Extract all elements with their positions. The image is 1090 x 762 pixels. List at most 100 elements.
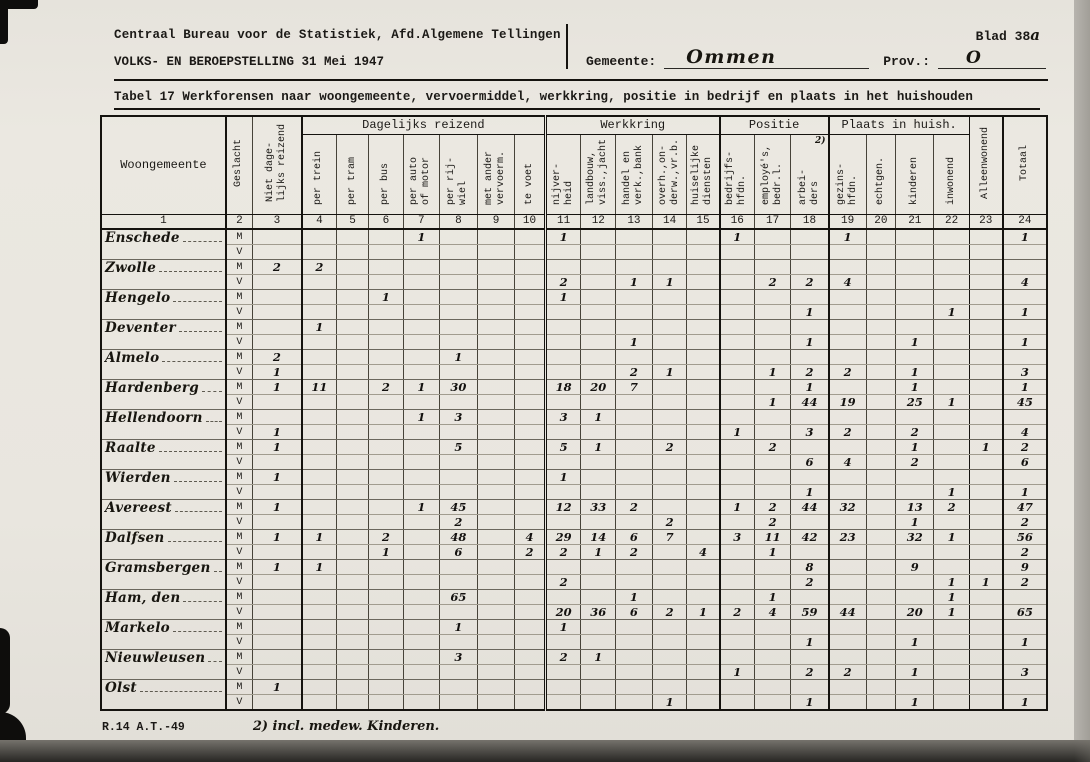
data-cell bbox=[790, 514, 829, 530]
column-number: 9 bbox=[476, 213, 515, 230]
data-cell bbox=[718, 514, 755, 530]
data-cell bbox=[790, 649, 829, 665]
data-cell bbox=[335, 424, 369, 440]
form-header: Centraal Bureau voor de Statistiek, Afd.… bbox=[114, 16, 1048, 81]
data-cell: 1 bbox=[895, 379, 934, 395]
column-number: 24 bbox=[1001, 213, 1047, 230]
data-cell bbox=[790, 409, 829, 425]
data-cell: 1 bbox=[402, 409, 440, 425]
data-cell bbox=[753, 409, 791, 425]
data-cell bbox=[686, 274, 720, 290]
data-cell: 2 bbox=[933, 499, 970, 515]
data-cell bbox=[933, 364, 970, 380]
data-cell bbox=[368, 319, 404, 335]
data-cell bbox=[686, 469, 720, 485]
table-row-male: Hellendoorn M 1 3 3 1 bbox=[100, 409, 1047, 440]
data-cell bbox=[686, 649, 720, 665]
data-cell bbox=[718, 484, 755, 500]
municipality-cell: Avereest bbox=[100, 499, 226, 530]
data-cell bbox=[580, 574, 616, 590]
data-cell bbox=[615, 394, 653, 410]
table-row-female: V 2 2 2 1 2 bbox=[101, 514, 1047, 530]
data-cell bbox=[580, 559, 616, 575]
data-cell bbox=[895, 544, 934, 560]
municipality-cell: Zwolle bbox=[100, 259, 226, 290]
data-cell bbox=[968, 544, 1003, 560]
sex-label-female: V bbox=[224, 364, 253, 380]
column-header-label: overh.,on- derw.,vr.b. bbox=[657, 139, 681, 206]
data-cell: 1 bbox=[251, 559, 302, 575]
data-cell bbox=[827, 334, 867, 350]
data-cell: 2 bbox=[439, 514, 478, 530]
data-cell bbox=[686, 229, 720, 245]
data-cell bbox=[251, 649, 302, 665]
data-cell bbox=[335, 589, 369, 605]
data-cell bbox=[651, 649, 687, 665]
data-cell bbox=[402, 634, 440, 650]
column-number: 18 bbox=[790, 213, 829, 230]
data-cell: 2 bbox=[1001, 544, 1047, 560]
data-cell bbox=[580, 304, 616, 320]
data-cell bbox=[753, 649, 791, 665]
municipality-name: Hengelo bbox=[105, 290, 171, 306]
data-cell bbox=[514, 469, 546, 485]
data-cell: 1 bbox=[1001, 379, 1047, 395]
column-number: 4 bbox=[300, 213, 337, 230]
column-header: landbouw, viss.,jacht bbox=[580, 134, 616, 215]
data-cell bbox=[933, 244, 970, 260]
data-cell bbox=[439, 394, 478, 410]
column-header-label: inwonend bbox=[945, 157, 957, 206]
data-cell bbox=[615, 259, 653, 275]
data-cell bbox=[543, 349, 581, 365]
data-cell: 8 bbox=[790, 559, 829, 575]
data-cell: 12 bbox=[543, 499, 581, 515]
column-header: employé's, bedr.l. bbox=[753, 134, 791, 215]
data-cell bbox=[335, 394, 369, 410]
data-cell bbox=[368, 229, 404, 245]
sex-label-female: V bbox=[224, 244, 253, 260]
data-cell bbox=[251, 304, 302, 320]
data-cell: 25 bbox=[895, 394, 934, 410]
data-cell bbox=[615, 649, 653, 665]
data-cell: 2 bbox=[651, 439, 687, 455]
data-cell bbox=[790, 259, 829, 275]
column-number: 5 bbox=[335, 213, 369, 230]
data-cell bbox=[514, 454, 546, 470]
data-cell bbox=[968, 289, 1003, 305]
data-cell: 1 bbox=[790, 379, 829, 395]
data-cell bbox=[933, 379, 970, 395]
column-header-label: arbei- ders bbox=[797, 169, 821, 206]
data-cell bbox=[300, 289, 337, 305]
data-cell bbox=[968, 409, 1003, 425]
sex-label-male: M bbox=[224, 289, 253, 305]
data-cell bbox=[543, 334, 581, 350]
data-cell: 1 bbox=[933, 574, 970, 590]
column-header-label: Alleenwonend bbox=[979, 127, 991, 200]
sex-label-female: V bbox=[224, 424, 253, 440]
data-cell bbox=[251, 694, 302, 711]
data-cell bbox=[402, 319, 440, 335]
data-cell: 1 bbox=[933, 304, 970, 320]
column-header-label: handel en verk.,bank bbox=[621, 145, 645, 206]
data-cell bbox=[580, 274, 616, 290]
data-cell bbox=[335, 559, 369, 575]
municipality-wrap: Zwolle bbox=[102, 260, 225, 276]
data-cell bbox=[251, 604, 302, 620]
footnote: 2) incl. medew. Kinderen. bbox=[252, 719, 440, 734]
data-cell bbox=[402, 394, 440, 410]
data-cell bbox=[368, 589, 404, 605]
data-cell bbox=[1001, 619, 1047, 635]
column-header: handel en verk.,bank bbox=[615, 134, 653, 215]
data-cell: 65 bbox=[439, 589, 478, 605]
data-cell bbox=[402, 664, 440, 680]
data-cell: 45 bbox=[439, 499, 478, 515]
column-number: 17 bbox=[753, 213, 791, 230]
data-cell bbox=[933, 259, 970, 275]
data-cell bbox=[543, 259, 581, 275]
data-cell bbox=[335, 694, 369, 711]
data-cell: 1 bbox=[615, 334, 653, 350]
data-cell: 1 bbox=[368, 544, 404, 560]
data-cell bbox=[476, 559, 515, 575]
data-cell bbox=[718, 439, 755, 455]
